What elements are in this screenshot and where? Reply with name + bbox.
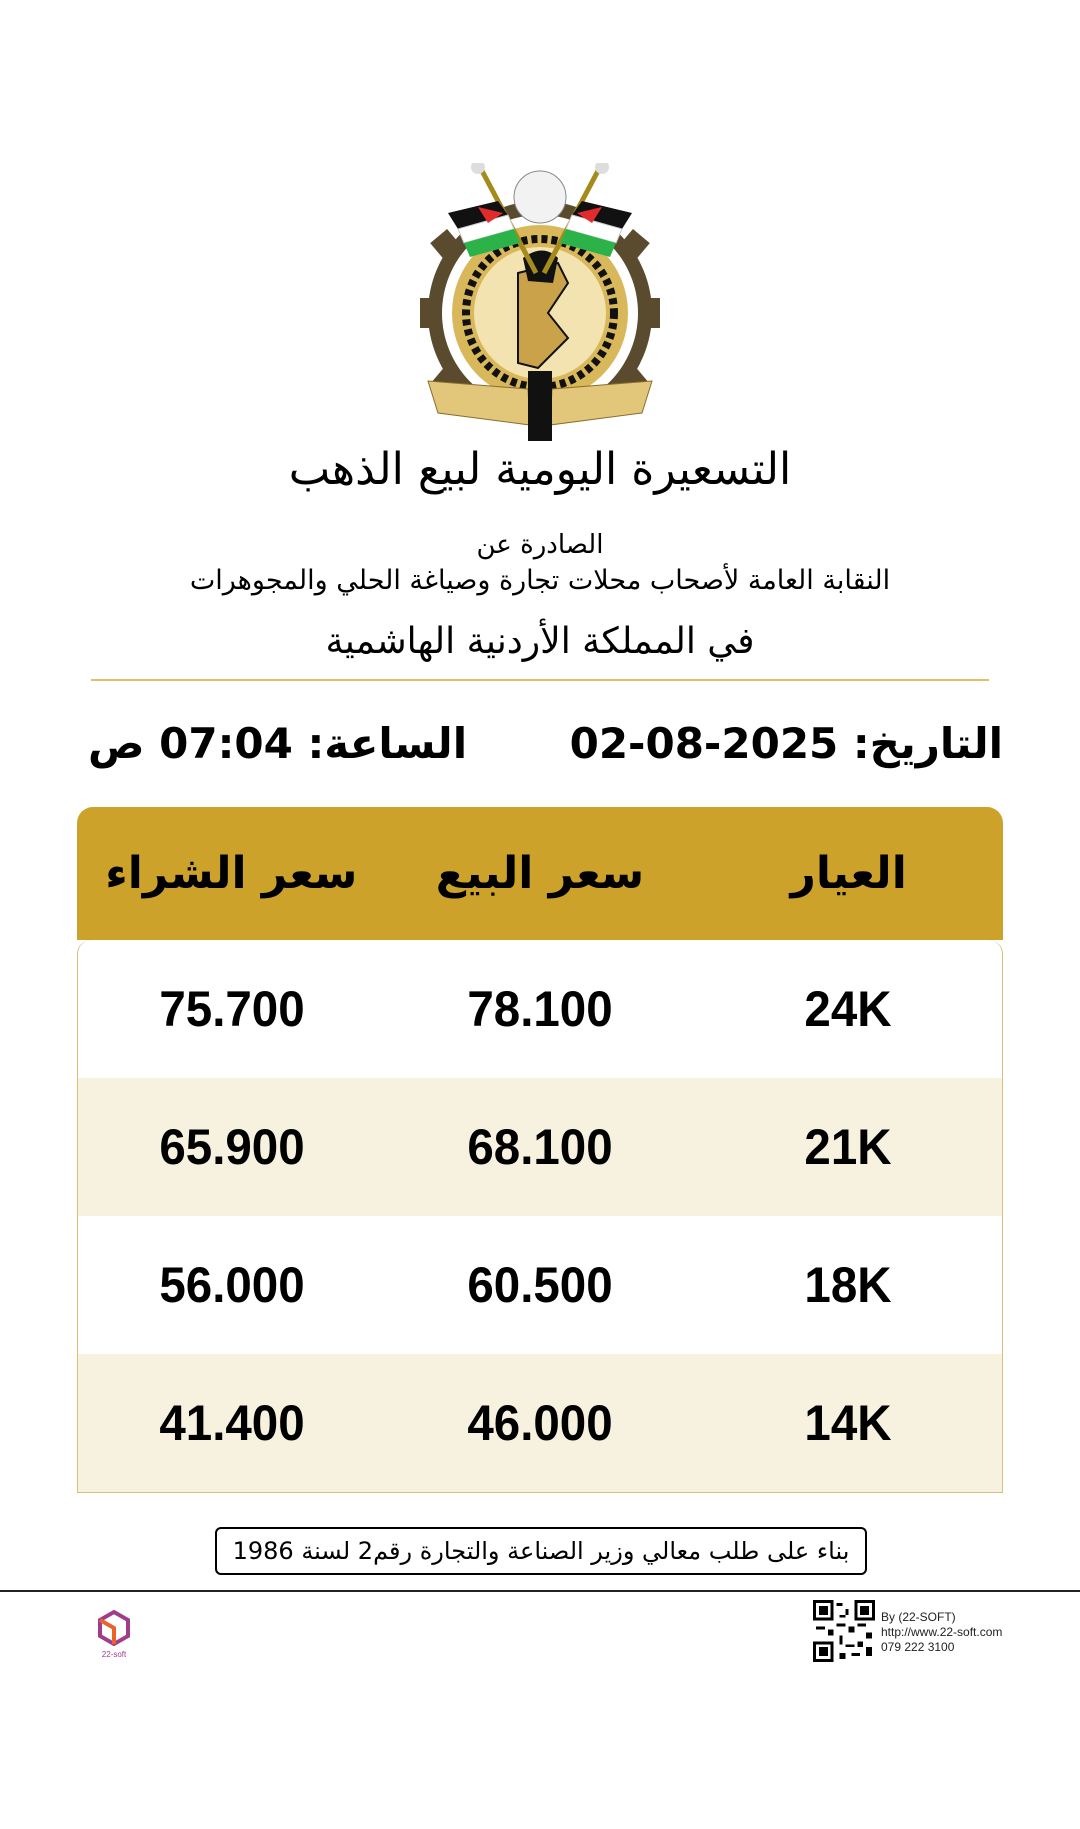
column-header-buy: سعر الشراء: [105, 848, 358, 899]
footer-divider: [0, 1590, 1080, 1592]
buy-price-cell: 56.000: [159, 1257, 305, 1313]
karat-cell: 18K: [804, 1257, 892, 1313]
credits-url[interactable]: http://www.22-soft.com: [881, 1625, 1003, 1639]
sell-price-cell: 68.100: [467, 1119, 613, 1175]
time-suffix: ص: [88, 719, 145, 768]
brand-name: 22-soft: [101, 1650, 127, 1659]
time-value: 07:04: [159, 719, 293, 768]
table-row: 21K 68.100 65.900: [78, 1078, 1002, 1216]
column-header-karat: العيار: [790, 848, 907, 899]
ministry-note: بناء على طلب معالي وزير الصناعة والتجارة…: [215, 1527, 867, 1575]
cube-logo-icon: [98, 1609, 130, 1647]
table-body: 24K 78.100 75.700 21K 68.100 65.900 18K …: [77, 940, 1003, 1493]
sell-price-cell: 60.500: [467, 1257, 613, 1313]
karat-cell: 14K: [804, 1395, 892, 1451]
time-row: الساعة: 07:04 ص: [88, 716, 467, 772]
jordan-flag-icon: [448, 201, 632, 257]
divider: [91, 679, 989, 681]
table-row: 14K 46.000 41.400: [78, 1354, 1002, 1492]
union-name: النقابة العامة لأصحاب محلات تجارة وصياغة…: [189, 565, 891, 596]
date-row: التاريخ: 02-08-2025: [570, 716, 1003, 772]
issued-by-label: الصادرة عن: [476, 530, 604, 560]
gold-price-table: العيار سعر البيع سعر الشراء 24K 78.100 7…: [77, 807, 1003, 1493]
union-emblem-logo: [420, 163, 660, 441]
credits: By (22-SOFT) http://www.22-soft.com 079 …: [881, 1610, 1002, 1655]
date-label: التاريخ:: [852, 719, 1003, 768]
credits-phone: 079 222 3100: [881, 1640, 955, 1654]
karat-cell: 21K: [804, 1119, 892, 1175]
buy-price-cell: 75.700: [159, 981, 305, 1037]
qr-code[interactable]: [813, 1600, 875, 1662]
22-soft-logo: 22-soft: [96, 1609, 132, 1659]
page-title: التسعيرة اليومية لبيع الذهب: [288, 444, 792, 495]
karat-cell: 24K: [804, 981, 892, 1037]
time-label: الساعة:: [307, 719, 468, 768]
table-row: 18K 60.500 56.000: [78, 1216, 1002, 1354]
column-header-sell: سعر البيع: [435, 848, 645, 899]
table-header: العيار سعر البيع سعر الشراء: [77, 807, 1003, 940]
sell-price-cell: 46.000: [467, 1395, 613, 1451]
sell-price-cell: 78.100: [467, 981, 613, 1037]
date-value: 02-08-2025: [569, 719, 839, 768]
table-row: 24K 78.100 75.700: [78, 940, 1002, 1078]
buy-price-cell: 65.900: [159, 1119, 305, 1175]
kingdom-name: في المملكة الأردنية الهاشمية: [325, 621, 755, 662]
buy-price-cell: 41.400: [159, 1395, 305, 1451]
credits-by: By (22-SOFT): [881, 1610, 956, 1624]
